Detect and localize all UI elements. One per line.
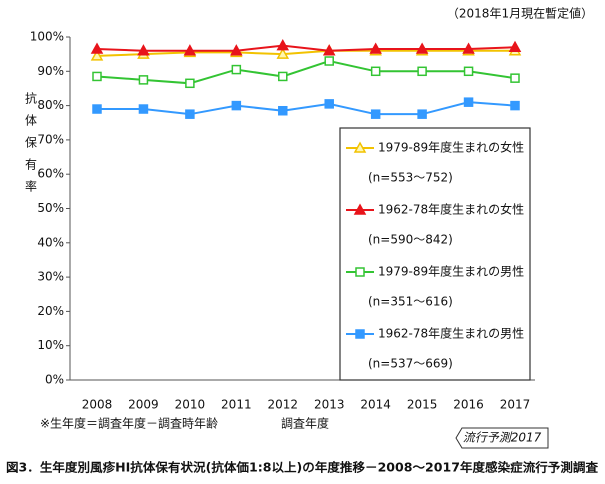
data-point [278,105,288,116]
x-axis-label: 調査年度 [281,416,329,431]
x-tick-label: 2012 [268,398,299,412]
legend-marker [355,267,365,277]
legend-sublabel: (n=553～752) [368,171,453,185]
x-tick-label: 2009 [128,398,159,412]
data-point [417,66,427,77]
chart-title: 図3．生年度別風疹HI抗体保有状況(抗体価1:8以上)の年度推移－2008～20… [6,460,599,475]
data-point [510,100,520,111]
x-tick-label: 2015 [407,398,438,412]
data-point [92,104,102,114]
data-point [278,71,288,82]
data-point [230,44,243,56]
data-point [90,49,104,61]
x-tick-label: 2011 [221,398,252,412]
data-point [231,100,242,111]
data-point [322,44,336,56]
y-tick-label: 10% [37,338,64,352]
data-point [90,42,104,54]
y-tick-label: 100% [30,30,64,44]
data-point [370,109,381,119]
y-tick-label: 70% [37,132,64,146]
legend-label: 1979-89年度生まれの女性 [378,140,524,155]
y-tick-label: 0% [45,373,64,387]
data-point [138,104,149,114]
legend-sublabel: (n=590～842) [368,233,453,247]
data-point [463,97,474,107]
data-point [138,75,149,85]
y-tick-label: 20% [37,304,64,318]
x-tick-label: 2014 [360,398,391,412]
data-point [276,47,290,59]
y-tick-label: 90% [37,64,64,78]
y-tick-label: 80% [37,98,64,112]
data-point [185,109,195,119]
data-point [92,71,102,82]
legend-label: 1979-89年度生まれの男性 [378,264,524,279]
data-point [463,66,474,77]
data-point [231,64,242,75]
y-tick-label: 60% [37,167,64,181]
legend-marker [353,203,367,215]
data-point [183,44,197,56]
legend-box [339,127,531,381]
badge-frame [455,427,549,449]
y-axis-label: 抗体保有率 [24,91,38,202]
x-tick-label: 2008 [82,398,113,412]
subtitle: （2018年1月現在暫定値） [447,6,593,21]
data-point [462,42,475,54]
x-tick-label: 2010 [175,398,206,412]
y-tick-label: 30% [37,270,64,284]
data-point [508,40,522,53]
series-line [97,101,516,116]
series-line [96,49,515,57]
x-tick-label: 2016 [453,398,484,412]
data-point [510,73,520,83]
badge: 流行予測2017 [463,431,542,445]
legend-sublabel: (n=537～669) [368,357,453,371]
y-tick-label: 40% [37,235,64,249]
data-point [369,42,382,54]
legend-label: 1962-78年度生まれの男性 [378,326,524,341]
data-point [324,56,334,66]
data-point [276,39,290,51]
x-tick-label: 2017 [500,398,531,412]
data-point [370,66,381,77]
data-point [415,42,429,54]
data-point [137,44,150,56]
legend-label: 1962-78年度生まれの女性 [378,202,524,217]
data-point [417,109,427,119]
series-line [96,59,516,85]
series-line [96,44,516,52]
y-tick-label: 50% [37,201,64,215]
data-point [185,78,195,89]
note: ※生年度＝調査年度－調査時年齢 [40,416,218,431]
legend-sublabel: (n=351～616) [368,295,453,309]
data-point [324,99,334,109]
x-tick-label: 2013 [314,398,345,412]
legend-marker [353,141,367,153]
legend-marker [355,329,365,339]
